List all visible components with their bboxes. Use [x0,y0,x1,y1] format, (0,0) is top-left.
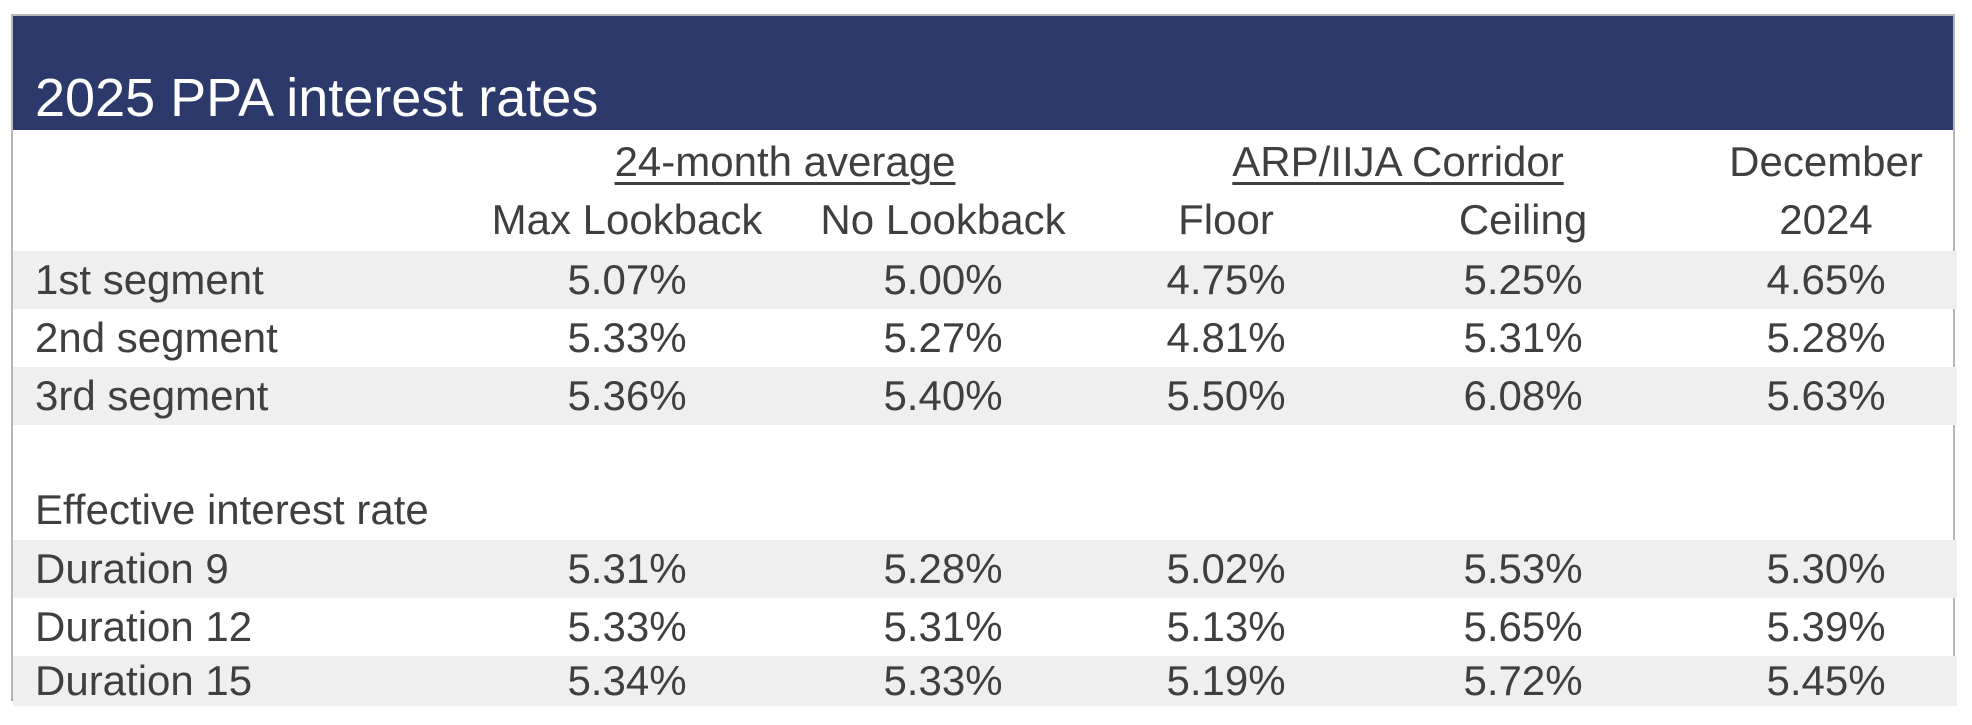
value-cell: 5.33% [883,657,1003,704]
value-cell: 5.72% [1463,657,1583,704]
col-header-max-lookback: Max Lookback [491,196,763,243]
spacer-row [13,425,1957,483]
col-group-arp-iija-corridor: ARP/IIJA Corridor [1101,130,1695,186]
row-label: Duration 9 [35,545,229,592]
value-cell: 4.81% [1166,314,1286,361]
value-cell: 5.19% [1166,657,1286,704]
value-cell: 5.33% [567,603,687,650]
empty-corner-cell [13,130,469,186]
value-cell: 5.27% [883,314,1003,361]
table-row-3rd-segment: 3rd segment 5.36% 5.40% 5.50% 6.08% 5.63… [13,367,1958,425]
spacer-cell [13,425,1957,483]
col-header-ceiling: Ceiling [1458,196,1588,243]
value-cell: 5.63% [1766,372,1886,419]
row-label: Duration 12 [35,603,253,650]
value-cell: 5.28% [883,545,1003,592]
value-cell: 5.36% [567,372,687,419]
value-cell: 5.13% [1166,603,1286,650]
table-row-duration-12: Duration 12 5.33% 5.31% 5.13% 5.65% 5.39… [13,598,1957,656]
row-label: 1st segment [35,256,264,303]
column-header-row: Max Lookback No Lookback Floor Ceiling 2… [13,186,1957,251]
value-cell: 5.31% [1463,314,1583,361]
report-frame: 2025 PPA interest rates 24-month average [11,14,1958,706]
col-group-24-month-average: 24-month average [469,130,1101,186]
value-cell: 5.33% [567,314,687,361]
col-header-no-lookback: No Lookback [820,196,1066,243]
value-cell: 4.75% [1166,256,1286,303]
table-row-2nd-segment: 2nd segment 5.33% 5.27% 4.81% 5.31% 5.28… [13,309,1957,367]
row-label: 3rd segment [35,372,269,419]
value-cell: 5.07% [567,256,687,303]
col-group-arp-iija-corridor-label: ARP/IIJA Corridor [1232,138,1564,185]
value-cell: 5.31% [883,603,1003,650]
value-cell: 5.50% [1166,372,1286,419]
column-group-header-row: 24-month average ARP/IIJA Corridor Decem… [13,130,1957,186]
col-header-2024: 2024 [1779,196,1873,243]
value-cell: 5.45% [1766,657,1886,704]
rates-table: 24-month average ARP/IIJA Corridor Decem… [13,130,1958,706]
value-cell: 5.00% [883,256,1003,303]
section-heading-row: Effective interest rate [13,483,1957,540]
col-header-floor: Floor [1178,196,1274,243]
table-row-duration-9: Duration 9 5.31% 5.28% 5.02% 5.53% 5.30% [13,540,1958,598]
value-cell: 5.25% [1463,256,1583,303]
row-label: 2nd segment [35,314,278,361]
title-bar: 2025 PPA interest rates [13,16,1953,130]
value-cell: 5.31% [567,545,687,592]
page-title: 2025 PPA interest rates [35,67,599,128]
empty-corner-cell [13,186,469,251]
col-group-24-month-average-label: 24-month average [614,138,956,185]
table-row-1st-segment: 1st segment 5.07% 5.00% 4.75% 5.25% 4.65… [13,251,1958,309]
value-cell: 5.39% [1766,603,1886,650]
value-cell: 5.28% [1766,314,1886,361]
col-group-december-label: December [1729,138,1923,185]
section-heading: Effective interest rate [35,486,429,533]
row-label: Duration 15 [35,657,253,704]
value-cell: 4.65% [1766,256,1886,303]
table-row-duration-15: Duration 15 5.34% 5.33% 5.19% 5.72% 5.45… [13,656,1958,706]
value-cell: 5.53% [1463,545,1583,592]
value-cell: 6.08% [1463,372,1583,419]
value-cell: 5.65% [1463,603,1583,650]
col-group-december: December [1695,130,1957,186]
value-cell: 5.02% [1166,545,1286,592]
value-cell: 5.30% [1766,545,1886,592]
value-cell: 5.34% [567,657,687,704]
value-cell: 5.40% [883,372,1003,419]
